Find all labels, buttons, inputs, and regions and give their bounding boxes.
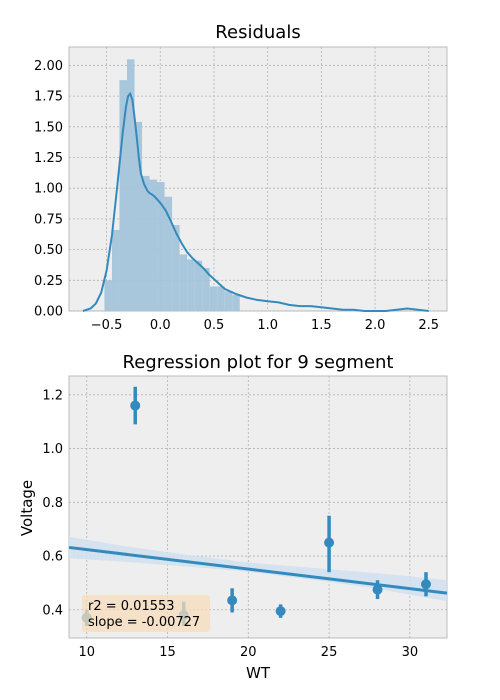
x-tick-label: 0.5 <box>204 318 225 333</box>
regression-tick-labels: 10 15 20 25 30 0.4 0.6 0.8 1.0 1.2 <box>42 388 418 660</box>
histogram-bar <box>202 268 210 311</box>
x-tick-label: 0.0 <box>150 318 171 333</box>
x-tick-label: 15 <box>159 645 176 660</box>
y-tick-label: 1.2 <box>42 388 63 403</box>
y-tick-label: 1.75 <box>34 90 63 105</box>
x-tick-label: −0.5 <box>91 318 123 333</box>
y-tick-label: 1.50 <box>34 120 63 135</box>
residuals-kde-curve <box>82 91 429 312</box>
residuals-histogram-chart: −0.5 0.0 0.5 1.0 1.5 2.0 2.5 0.00 0.25 0.50 0.75 1.… <box>34 22 448 333</box>
histogram-bar <box>187 259 195 311</box>
data-point <box>372 580 383 600</box>
x-tick-label: 2.0 <box>365 318 386 333</box>
regression-plot-area <box>68 375 448 639</box>
data-point <box>275 604 286 618</box>
y-tick-label: 1.00 <box>34 182 63 197</box>
annotation-r2: r2 = 0.01553 <box>88 599 175 614</box>
data-point <box>130 386 141 425</box>
regression-title: Regression plot for 9 segment <box>123 352 394 373</box>
y-tick-label: 0.00 <box>34 305 63 320</box>
x-tick-label: 10 <box>78 645 95 660</box>
regression-y-axis-label: Voltage <box>18 480 36 536</box>
histogram-bar <box>232 295 240 311</box>
histogram-bar <box>119 80 127 311</box>
annotation-slope: slope = -0.00727 <box>88 615 200 630</box>
point-marker <box>130 400 141 411</box>
histogram-bar <box>126 59 135 311</box>
regression-x-axis-label: WT <box>246 664 271 682</box>
histogram-bar <box>172 225 180 311</box>
annotation-background <box>82 595 210 632</box>
point-marker <box>275 606 286 617</box>
x-tick-label: 30 <box>402 645 419 660</box>
point-marker <box>421 579 431 590</box>
data-point <box>227 588 238 613</box>
residuals-bars <box>104 59 240 311</box>
histogram-bar <box>217 286 225 311</box>
y-tick-label: 0.8 <box>42 496 63 511</box>
y-tick-label: 0.4 <box>42 603 63 618</box>
data-point <box>324 515 335 573</box>
regression-chart: r2 = 0.01553 slope = -0.00727 10 15 20 25 30… <box>18 352 448 682</box>
point-marker <box>324 537 335 548</box>
regression-annotation-box: r2 = 0.01553 slope = -0.00727 <box>82 595 210 632</box>
histogram-bar <box>104 280 112 311</box>
x-tick-label: 1.5 <box>311 318 332 333</box>
histogram-bar <box>142 175 150 311</box>
histogram-bar <box>134 121 143 311</box>
y-tick-label: 1.0 <box>42 442 63 457</box>
y-tick-label: 2.00 <box>34 59 63 74</box>
histogram-bar <box>149 179 158 311</box>
histogram-bar <box>209 286 218 311</box>
data-point <box>421 572 431 597</box>
point-marker <box>227 595 238 606</box>
y-tick-label: 0.25 <box>34 274 63 289</box>
x-tick-label: 25 <box>321 645 338 660</box>
y-tick-label: 0.50 <box>34 243 63 258</box>
residuals-title: Residuals <box>215 22 300 43</box>
y-tick-label: 1.25 <box>34 151 63 166</box>
histogram-bar <box>224 291 233 311</box>
y-tick-label: 0.6 <box>42 550 63 565</box>
histogram-bar <box>111 229 120 311</box>
regression-points <box>81 386 431 626</box>
x-tick-label: 2.5 <box>418 318 439 333</box>
histogram-bar <box>157 182 165 311</box>
histogram-bar <box>194 260 203 311</box>
y-tick-label: 0.75 <box>34 212 63 227</box>
histogram-bar <box>164 196 173 311</box>
x-tick-label: 1.0 <box>257 318 278 333</box>
point-marker <box>372 584 383 595</box>
x-tick-label: 20 <box>240 645 257 660</box>
residuals-tick-labels: −0.5 0.0 0.5 1.0 1.5 2.0 2.5 0.00 0.25 0.50 0.75 1.… <box>34 59 439 333</box>
histogram-bar <box>179 254 188 311</box>
regression-gridlines <box>69 376 447 638</box>
regression-line <box>68 545 448 595</box>
